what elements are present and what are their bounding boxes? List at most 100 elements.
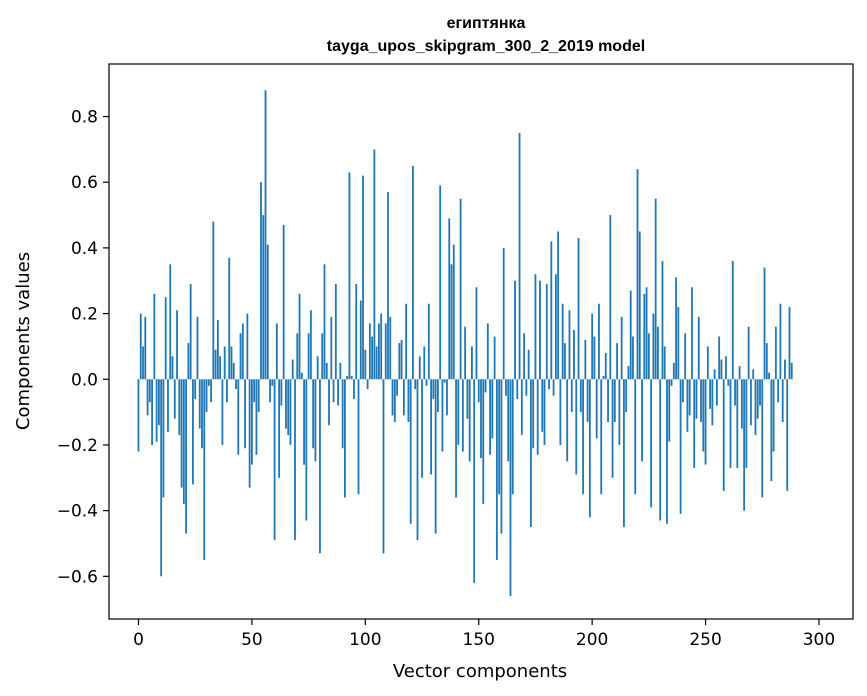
bar-188 <box>564 343 566 380</box>
bar-114 <box>396 379 398 396</box>
bar-40 <box>228 257 231 380</box>
bar-32 <box>210 379 212 403</box>
bar-33 <box>212 221 215 380</box>
bar-163 <box>507 379 510 462</box>
bar-123 <box>416 379 419 541</box>
bar-79 <box>316 356 319 380</box>
bar-226 <box>650 379 653 508</box>
bar-196 <box>582 379 584 495</box>
bar-13 <box>167 379 169 432</box>
bar-131 <box>434 379 437 534</box>
bar-61 <box>275 323 278 380</box>
y-tick-label: 0.6 <box>71 173 98 193</box>
bar-167 <box>516 379 519 399</box>
bar-143 <box>461 379 464 452</box>
bar-288 <box>790 362 793 380</box>
bar-151 <box>480 379 482 459</box>
bar-3 <box>144 316 147 380</box>
bar-283 <box>779 303 782 380</box>
bar-260 <box>727 379 730 386</box>
bar-105 <box>375 346 378 380</box>
bar-117 <box>402 379 405 416</box>
bar-103 <box>371 336 374 380</box>
bar-66 <box>287 379 290 436</box>
bar-112 <box>391 379 394 416</box>
bar-139 <box>452 244 455 380</box>
bar-113 <box>393 379 396 422</box>
bar-122 <box>414 379 417 390</box>
bar-187 <box>561 303 564 380</box>
bar-0 <box>137 379 140 452</box>
bar-178 <box>541 379 544 432</box>
plot-frame <box>108 63 854 620</box>
bar-191 <box>570 379 573 413</box>
bar-56 <box>264 90 267 380</box>
bar-69 <box>294 379 296 541</box>
bar-132 <box>437 379 439 413</box>
bar-138 <box>450 264 453 380</box>
bar-157 <box>493 336 496 380</box>
bar-206 <box>604 352 607 380</box>
bar-92 <box>346 375 349 380</box>
bar-216 <box>627 366 630 380</box>
bar-284 <box>781 379 784 422</box>
bar-234 <box>668 379 671 442</box>
bar-222 <box>641 379 643 462</box>
bar-16 <box>173 379 176 419</box>
bar-274 <box>759 379 761 406</box>
bar-42 <box>232 362 235 380</box>
y-axis-label: Components values <box>13 252 34 430</box>
bar-197 <box>584 339 587 380</box>
bar-175 <box>534 274 537 380</box>
bar-275 <box>761 379 764 498</box>
bar-243 <box>688 379 691 416</box>
bar-266 <box>740 379 743 429</box>
bar-119 <box>407 379 410 422</box>
bar-11 <box>162 379 165 498</box>
bar-269 <box>747 326 750 380</box>
bar-169 <box>520 379 523 436</box>
bar-108 <box>382 379 385 554</box>
bar-276 <box>763 267 766 380</box>
bar-177 <box>539 280 541 380</box>
bar-224 <box>645 287 648 380</box>
y-tick-label: 0.0 <box>71 370 98 390</box>
bar-52 <box>255 379 258 455</box>
bar-229 <box>657 326 659 380</box>
bar-245 <box>693 379 696 468</box>
bar-1 <box>139 313 142 380</box>
bar-272 <box>754 379 757 436</box>
bar-262 <box>731 261 734 380</box>
bar-286 <box>786 379 789 491</box>
bar-29 <box>203 379 206 560</box>
bar-97 <box>357 379 360 495</box>
bar-72 <box>300 372 303 380</box>
bar-273 <box>756 379 759 419</box>
bar-182 <box>550 241 553 380</box>
bar-89 <box>339 362 342 380</box>
bar-267 <box>743 379 746 511</box>
bar-144 <box>464 326 467 380</box>
bar-41 <box>230 346 233 380</box>
bar-137 <box>448 218 451 380</box>
bar-19 <box>180 379 183 488</box>
bar-176 <box>536 379 539 455</box>
bar-231 <box>661 261 664 380</box>
bar-195 <box>579 379 582 413</box>
bar-214 <box>623 379 625 528</box>
bar-230 <box>659 379 662 521</box>
bar-252 <box>709 379 711 409</box>
bar-49 <box>248 379 251 488</box>
bar-37 <box>221 379 224 445</box>
axes-group: 0 50 100 150 200 250 300 −0.6 −0.4 −0.2 0.0 0.2 0.4 0… <box>57 108 835 650</box>
bar-116 <box>400 339 403 380</box>
bar-59 <box>271 379 274 386</box>
bar-263 <box>734 379 736 406</box>
bar-63 <box>280 379 283 406</box>
bar-200 <box>591 313 594 380</box>
bar-183 <box>552 379 555 396</box>
bar-125 <box>421 379 423 478</box>
bar-83 <box>325 362 328 380</box>
